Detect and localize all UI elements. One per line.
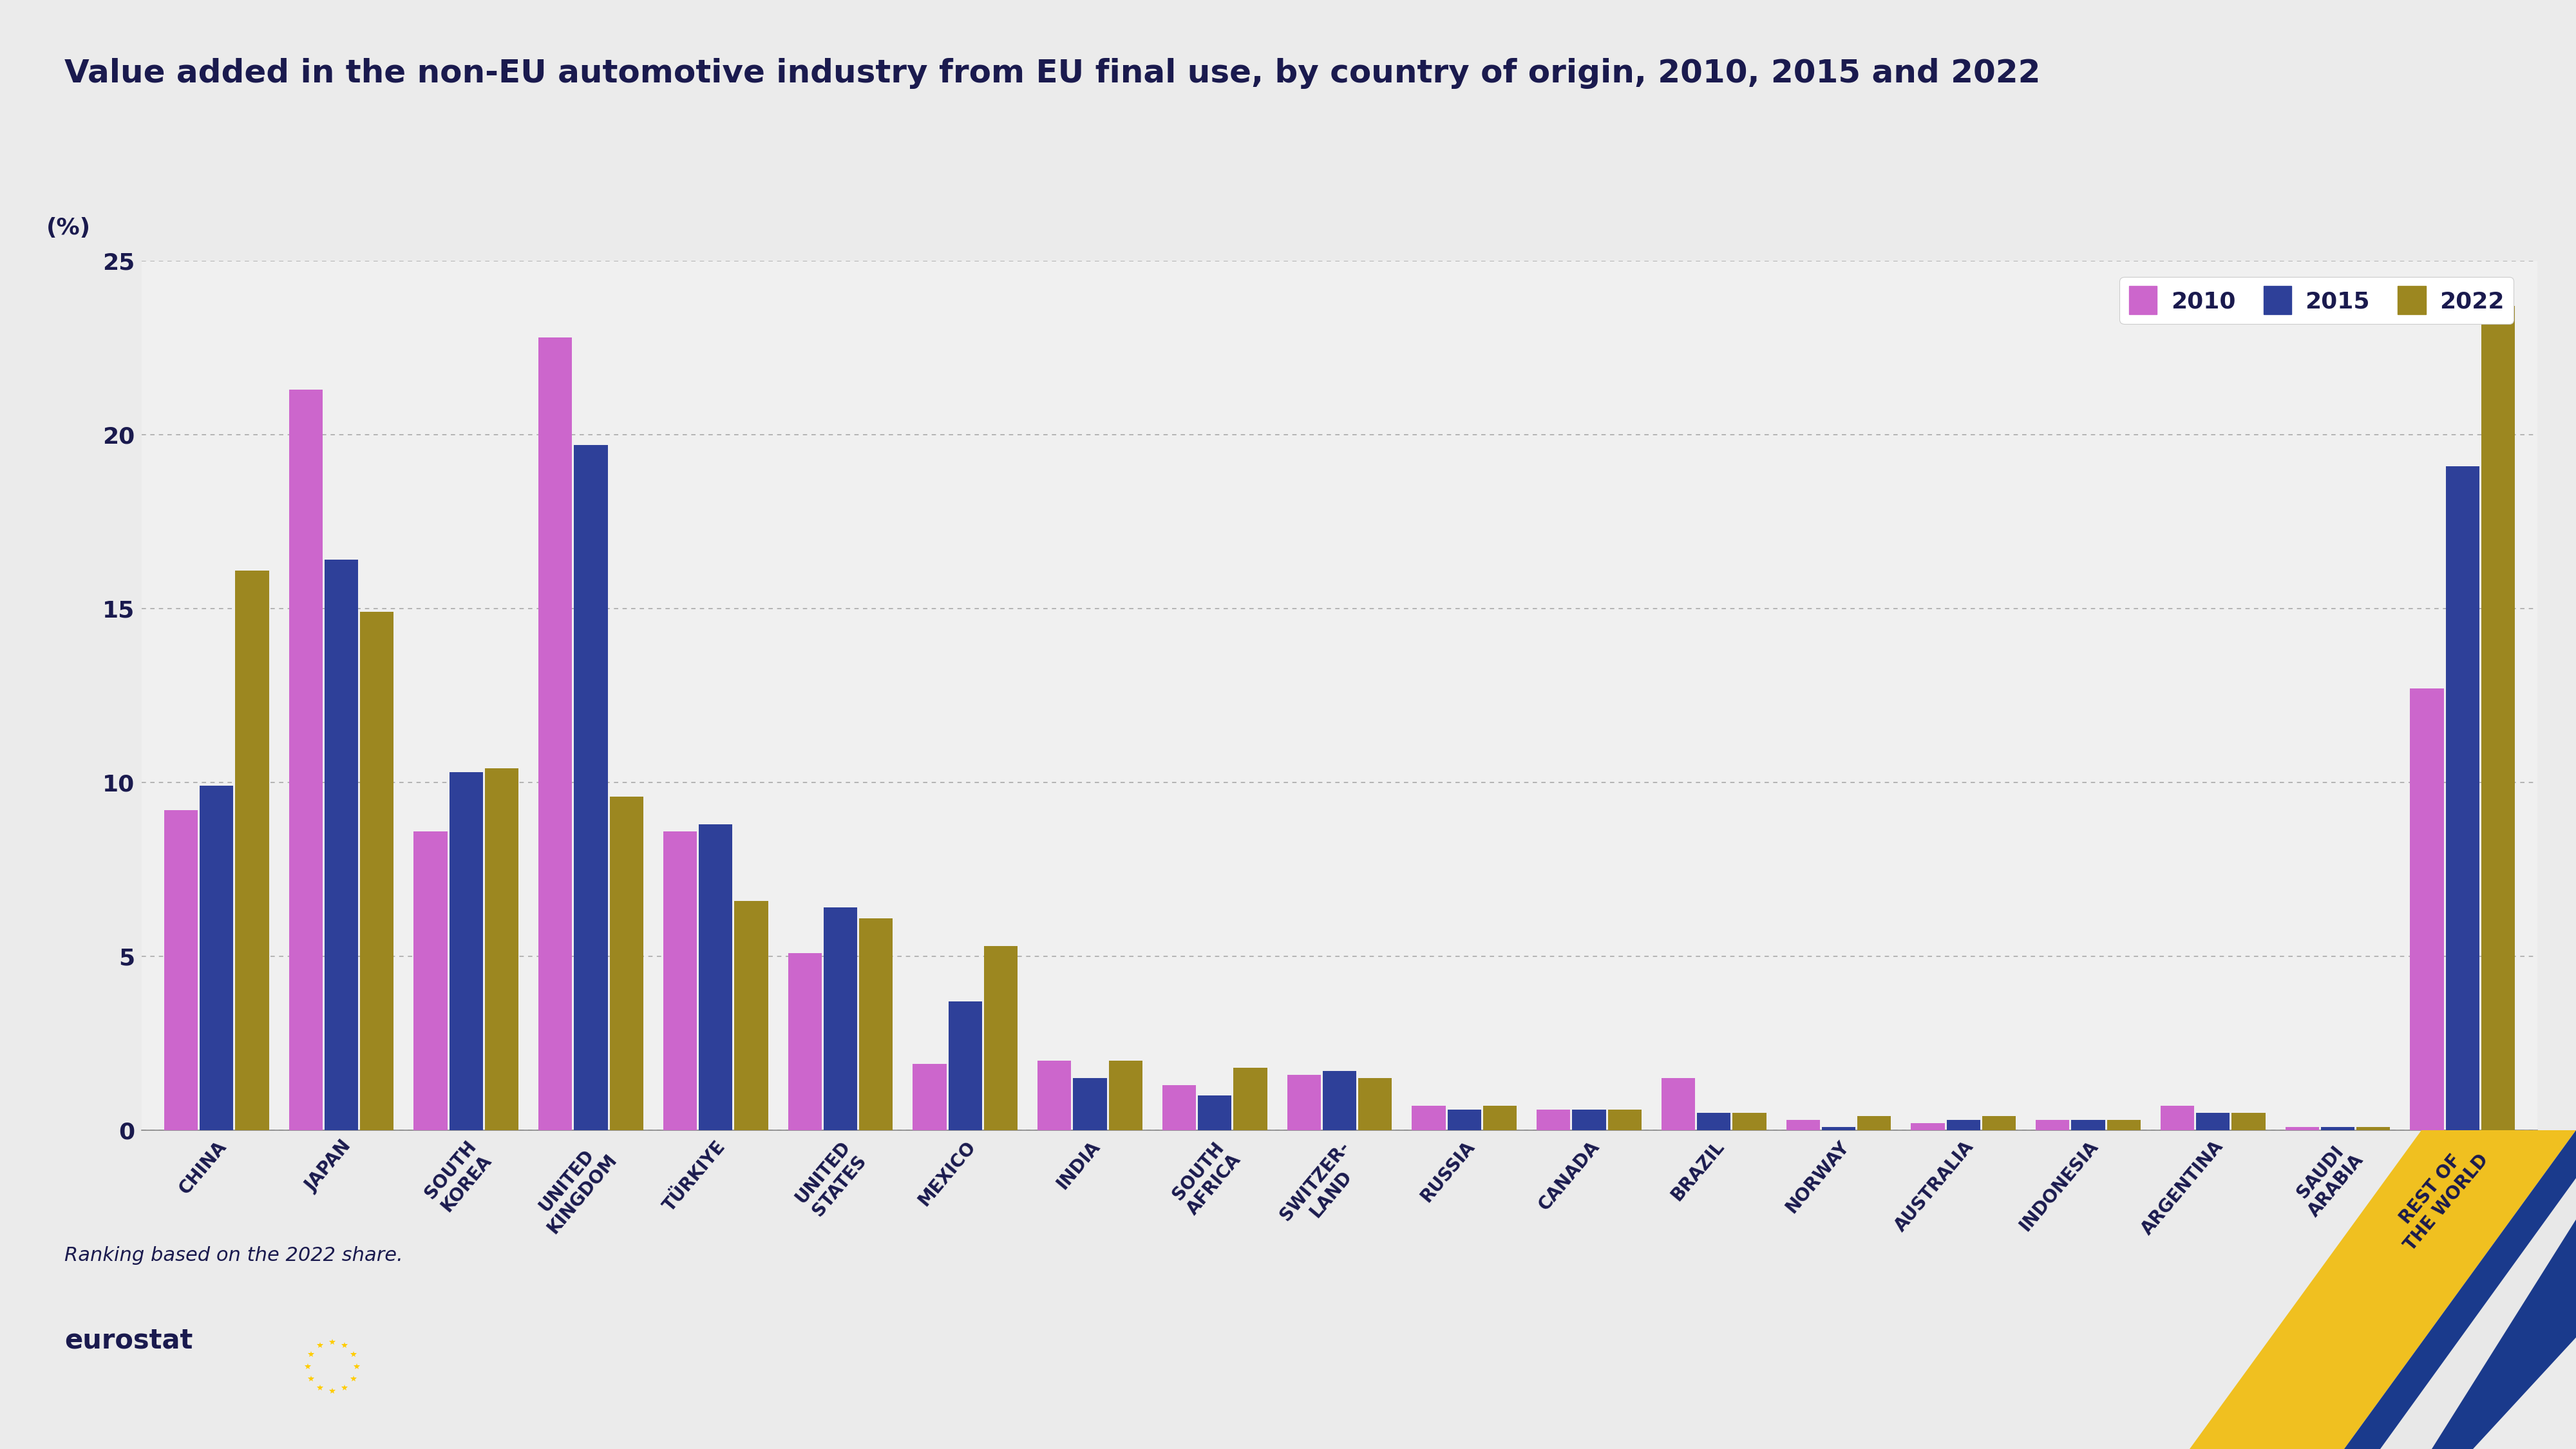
- Bar: [912, 1064, 945, 1130]
- Bar: [734, 901, 768, 1130]
- Bar: [234, 571, 268, 1130]
- Bar: [984, 946, 1018, 1130]
- Bar: [2231, 1113, 2264, 1130]
- Text: BRAZIL: BRAZIL: [1667, 1137, 1728, 1204]
- Bar: [2481, 306, 2514, 1130]
- Bar: [1947, 1120, 1981, 1130]
- Bar: [1162, 1085, 1195, 1130]
- Polygon shape: [2344, 1130, 2576, 1449]
- Text: CHINA: CHINA: [175, 1137, 229, 1197]
- Text: Ranking based on the 2022 share.: Ranking based on the 2022 share.: [64, 1246, 402, 1265]
- Polygon shape: [2190, 1130, 2576, 1449]
- Bar: [2445, 467, 2478, 1130]
- Bar: [574, 445, 608, 1130]
- Bar: [201, 785, 234, 1130]
- Text: JAPAN: JAPAN: [301, 1137, 355, 1195]
- Bar: [2321, 1127, 2354, 1130]
- Text: SWITZER-
LAND: SWITZER- LAND: [1278, 1137, 1370, 1237]
- Bar: [1698, 1113, 1731, 1130]
- Bar: [1038, 1061, 1072, 1130]
- Bar: [1484, 1106, 1517, 1130]
- Text: REST OF
THE WORLD: REST OF THE WORLD: [2385, 1137, 2494, 1255]
- Text: UNITED
KINGDOM: UNITED KINGDOM: [528, 1137, 621, 1237]
- Bar: [1981, 1116, 2017, 1130]
- Bar: [2197, 1113, 2231, 1130]
- Bar: [289, 390, 322, 1130]
- Bar: [165, 810, 198, 1130]
- Bar: [2161, 1106, 2195, 1130]
- Bar: [1911, 1123, 1945, 1130]
- Text: (%): (%): [46, 217, 90, 239]
- Bar: [484, 768, 518, 1130]
- Bar: [2285, 1127, 2318, 1130]
- Bar: [325, 559, 358, 1130]
- Bar: [361, 611, 394, 1130]
- Bar: [1538, 1110, 1571, 1130]
- Bar: [788, 953, 822, 1130]
- Text: eurostat: eurostat: [64, 1327, 193, 1353]
- Bar: [2071, 1120, 2105, 1130]
- Bar: [1358, 1078, 1391, 1130]
- Text: AUSTRALIA: AUSTRALIA: [1891, 1137, 1978, 1235]
- Bar: [1821, 1127, 1855, 1130]
- Text: NORWAY: NORWAY: [1783, 1137, 1852, 1216]
- Text: SAUDI
ARABIA: SAUDI ARABIA: [2290, 1137, 2367, 1220]
- Bar: [1662, 1078, 1695, 1130]
- Bar: [2357, 1127, 2391, 1130]
- Text: UNITED
STATES: UNITED STATES: [793, 1137, 871, 1220]
- Text: SOUTH
AFRICA: SOUTH AFRICA: [1167, 1137, 1244, 1219]
- Legend: 2010, 2015, 2022: 2010, 2015, 2022: [2120, 277, 2514, 323]
- Bar: [1288, 1075, 1321, 1130]
- Bar: [662, 832, 698, 1130]
- Bar: [1607, 1110, 1641, 1130]
- Bar: [1412, 1106, 1445, 1130]
- Bar: [611, 797, 644, 1130]
- Bar: [824, 907, 858, 1130]
- Text: Value added in the non-EU automotive industry from EU final use, by country of o: Value added in the non-EU automotive ind…: [64, 58, 2040, 88]
- Bar: [1074, 1078, 1108, 1130]
- Bar: [1198, 1095, 1231, 1130]
- Bar: [2035, 1120, 2069, 1130]
- Bar: [415, 832, 448, 1130]
- Text: TÜRKIYE: TÜRKIYE: [659, 1137, 729, 1214]
- Bar: [1785, 1120, 1819, 1130]
- Text: CANADA: CANADA: [1535, 1137, 1602, 1214]
- Bar: [1321, 1071, 1358, 1130]
- Bar: [1448, 1110, 1481, 1130]
- Bar: [538, 338, 572, 1130]
- Bar: [2411, 688, 2445, 1130]
- Text: RUSSIA: RUSSIA: [1417, 1137, 1479, 1206]
- Text: INDIA: INDIA: [1054, 1137, 1103, 1193]
- Polygon shape: [2380, 1178, 2576, 1449]
- Bar: [860, 919, 894, 1130]
- Text: SOUTH
KOREA: SOUTH KOREA: [422, 1137, 497, 1216]
- Bar: [1234, 1068, 1267, 1130]
- Bar: [1571, 1110, 1605, 1130]
- Text: ARGENTINA: ARGENTINA: [2138, 1137, 2226, 1239]
- Bar: [698, 824, 732, 1130]
- Bar: [2107, 1120, 2141, 1130]
- Text: MEXICO: MEXICO: [914, 1137, 979, 1210]
- Bar: [448, 772, 482, 1130]
- Bar: [1108, 1061, 1141, 1130]
- Bar: [1734, 1113, 1767, 1130]
- Bar: [948, 1001, 981, 1130]
- Text: INDONESIA: INDONESIA: [2017, 1137, 2102, 1235]
- Bar: [1857, 1116, 1891, 1130]
